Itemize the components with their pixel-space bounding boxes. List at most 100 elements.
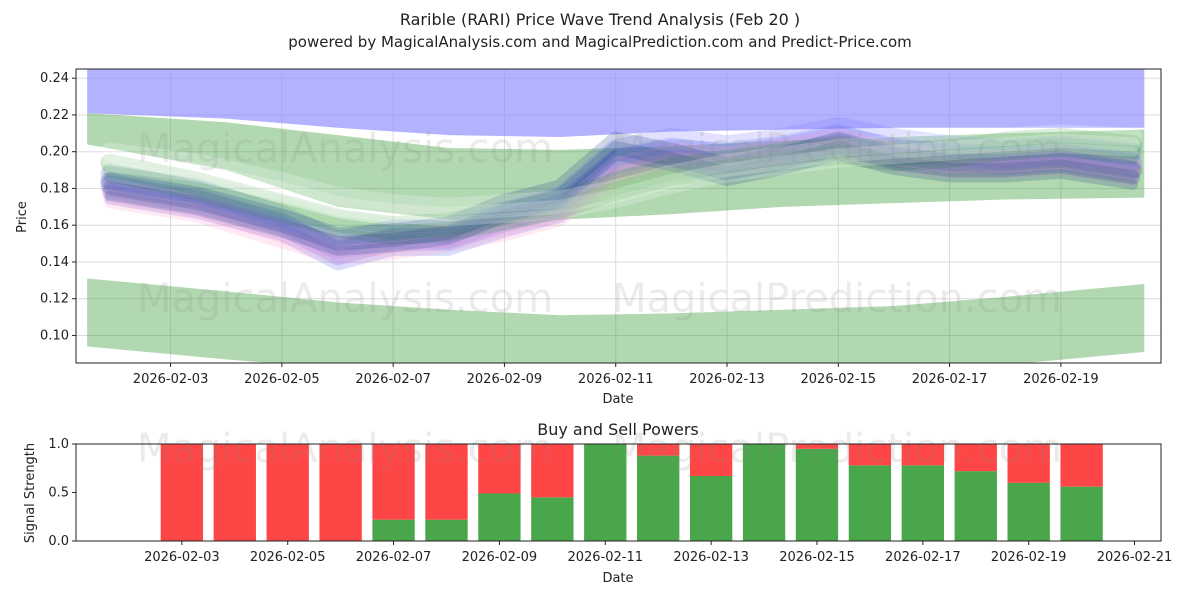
buy-sell-x-tick-label: 2026-02-17 [885,550,961,565]
buy-bar [689,476,733,541]
price-y-tick-label: 0.24 [40,71,69,86]
price-wave-line [100,116,1143,249]
buy-bar [531,497,574,541]
sell-bar [1007,444,1050,483]
buy-sell-y-tick-label: 0.0 [48,534,69,549]
buy-sell-x-tick-label: 2026-02-05 [250,550,326,565]
buy-bar [1060,486,1103,541]
price-x-tick-label: 2026-02-17 [912,372,988,387]
price-wave-line [104,146,1139,245]
watermark-1: MagicalAnalysis.com [137,126,553,172]
sell-bar [689,444,733,477]
price-wave-line [100,127,1143,255]
price-bands [87,69,1145,363]
price-y-tick-label: 0.14 [40,255,69,270]
buy-bar [954,471,997,541]
sell-bar [425,444,468,520]
price-waves [100,116,1143,271]
buy-bar [425,519,468,541]
price-chart: MagicalAnalysis.com MagicalPrediction.co… [15,68,1162,407]
price-band [87,113,1145,220]
sell-bar [795,444,839,449]
sell-bar [160,444,204,541]
buy-sell-y-tick-label: 1.0 [48,437,69,452]
price-plot-frame [75,68,1162,364]
buy-bar [1007,482,1050,541]
watermark-3: MagicalAnalysis.com [137,276,553,322]
watermark-6: MagicalPrediction.com [612,426,1062,472]
price-wave-line [100,124,1143,260]
buy-bar [848,465,892,541]
price-wave-line [102,141,1141,251]
sell-bar [901,444,944,466]
sell-bar [266,444,309,541]
price-wave-line [102,126,1141,255]
price-x-tick-label: 2026-02-09 [467,372,543,387]
price-wave-line [102,133,1141,266]
sell-bar [478,444,521,494]
price-wave-line [102,133,1141,222]
price-y-tick-label: 0.18 [40,181,69,196]
price-y-tick-label: 0.20 [40,145,69,160]
price-wave-line [104,143,1139,271]
price-band [87,278,1145,363]
buy-bar [795,448,839,541]
price-wave-line [102,137,1141,240]
price-wave-line [100,131,1143,246]
buy-sell-x-tick-label: 2026-02-09 [462,550,538,565]
price-x-tick-label: 2026-02-15 [801,372,877,387]
price-axes-ticks: 0.10 0.12 0.14 0.16 0.18 0.20 0.22 0.24 2026-02-… [40,71,1099,387]
sell-bar [319,444,362,541]
buy-sell-x-label: Date [602,571,633,586]
buy-sell-y-label: Signal Strength [23,443,38,543]
price-band [87,69,1145,137]
sell-bar [531,444,574,498]
buy-sell-x-tick-label: 2026-02-19 [991,550,1067,565]
price-y-tick-label: 0.10 [40,328,69,343]
buy-sell-x-tick-label: 2026-02-11 [567,550,643,565]
buy-sell-x-tick-label: 2026-02-15 [779,550,855,565]
buy-bar [478,493,521,541]
price-y-tick-label: 0.12 [40,292,69,307]
buy-bar [372,519,415,541]
buy-sell-x-tick-label: 2026-02-03 [144,550,220,565]
price-y-label: Price [15,201,30,233]
price-x-tick-label: 2026-02-05 [244,372,320,387]
sell-bar [637,444,680,456]
figure-subtitle: powered by MagicalAnalysis.com and Magic… [288,33,912,51]
buy-sell-x-tick-label: 2026-02-13 [673,550,749,565]
buy-bar [742,444,786,541]
price-x-tick-label: 2026-02-03 [133,372,209,387]
price-wave-line [102,137,1141,260]
buy-sell-x-tick-label: 2026-02-07 [356,550,432,565]
price-x-tick-label: 2026-02-13 [689,372,765,387]
buy-sell-bars [160,444,1103,541]
buy-bar [584,444,627,541]
figure-title: Rarible (RARI) Price Wave Trend Analysis… [400,10,800,29]
price-x-tick-label: 2026-02-19 [1023,372,1099,387]
buy-sell-title: Buy and Sell Powers [537,420,699,439]
price-x-label: Date [602,392,633,407]
buy-sell-y-tick-label: 0.5 [48,486,69,501]
watermark-2: MagicalPrediction.com [612,126,1062,172]
price-wave-line [100,124,1143,216]
buy-bar [637,455,680,541]
price-wave-line [104,143,1139,227]
price-x-tick-label: 2026-02-11 [578,372,654,387]
sell-bar [1060,444,1103,487]
buy-sell-axes-ticks: 0.0 0.5 1.0 2026-02-03 2026-02-05 2026-02-07 2… [48,437,1172,565]
sell-bar [213,444,256,541]
buy-sell-chart: Buy and Sell Powers MagicalAnalysis.com … [23,420,1172,586]
sell-bar [848,444,892,466]
buy-bar [901,465,944,541]
watermark-5: MagicalAnalysis.com [137,426,553,472]
price-y-tick-label: 0.16 [40,218,69,233]
buy-sell-x-tick-label: 2026-02-21 [1097,550,1173,565]
sell-bar [372,444,415,520]
price-wave-line [100,127,1143,235]
watermark-4: MagicalPrediction.com [612,276,1062,322]
sell-bar [954,444,997,472]
price-x-tick-label: 2026-02-07 [355,372,431,387]
price-wave-line [104,150,1139,256]
